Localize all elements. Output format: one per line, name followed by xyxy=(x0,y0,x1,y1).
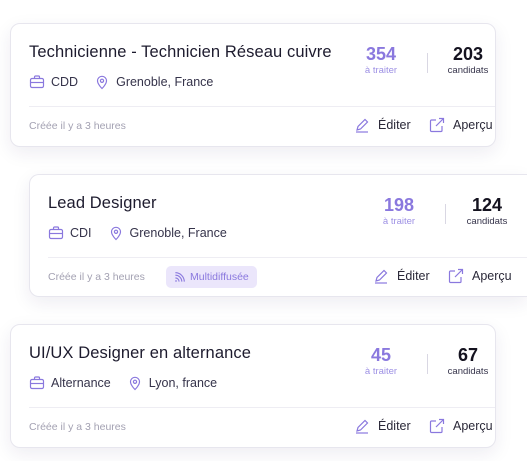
candidates-stat[interactable]: 203 candidats xyxy=(431,44,505,77)
job-card[interactable]: UI/UX Designer en alternance Alternance … xyxy=(10,324,496,448)
card-divider xyxy=(29,407,495,408)
external-link-icon xyxy=(429,117,445,133)
candidates-label: candidats xyxy=(447,366,489,377)
broadcast-icon xyxy=(174,271,185,283)
briefcase-icon xyxy=(48,225,64,241)
job-meta: CDI Grenoble, France xyxy=(48,225,227,241)
job-title[interactable]: UI/UX Designer en alternance xyxy=(29,344,251,362)
to-process-count: 45 xyxy=(370,345,392,365)
map-pin-icon xyxy=(127,375,143,391)
job-location: Grenoble, France xyxy=(116,75,214,89)
job-meta: Alternance Lyon, france xyxy=(29,375,217,391)
badge-label: Multidiffusée xyxy=(190,271,249,283)
card-divider xyxy=(48,257,527,258)
pen-icon xyxy=(354,418,370,434)
contract-type: CDI xyxy=(70,226,92,240)
briefcase-icon xyxy=(29,74,45,90)
created-time: Créée il y a 3 heures xyxy=(29,120,126,132)
to-process-label: à traiter xyxy=(364,366,398,377)
candidates-label: candidats xyxy=(447,65,489,76)
to-process-stat[interactable]: 198 à traiter xyxy=(362,195,436,228)
candidates-stat[interactable]: 124 candidats xyxy=(450,195,524,228)
edit-label: Éditer xyxy=(378,419,411,433)
edit-label: Éditer xyxy=(397,269,430,283)
stat-divider xyxy=(427,53,428,73)
preview-button[interactable]: Aperçu xyxy=(448,268,512,284)
created-time: Créée il y a 3 heures xyxy=(29,421,126,433)
multidiffusion-badge: Multidiffusée xyxy=(166,266,257,288)
preview-label: Aperçu xyxy=(453,419,493,433)
candidates-stat[interactable]: 67 candidats xyxy=(431,345,505,378)
job-card[interactable]: Technicienne - Technicien Réseau cuivre … xyxy=(10,23,496,147)
job-location: Grenoble, France xyxy=(129,226,227,240)
edit-button[interactable]: Éditer xyxy=(354,418,411,434)
candidates-count: 124 xyxy=(471,195,503,215)
to-process-label: à traiter xyxy=(382,216,416,227)
contract-type: CDD xyxy=(51,75,79,89)
stat-divider xyxy=(427,354,428,374)
preview-label: Aperçu xyxy=(472,269,512,283)
external-link-icon xyxy=(429,418,445,434)
to-process-stat[interactable]: 354 à traiter xyxy=(344,44,418,77)
map-pin-icon xyxy=(94,74,110,90)
edit-label: Éditer xyxy=(378,118,411,132)
candidates-label: candidats xyxy=(466,216,508,227)
edit-button[interactable]: Éditer xyxy=(354,117,411,133)
card-divider xyxy=(29,106,495,107)
job-meta: CDD Grenoble, France xyxy=(29,74,213,90)
map-pin-icon xyxy=(108,225,124,241)
briefcase-icon xyxy=(29,375,45,391)
preview-button[interactable]: Aperçu xyxy=(429,117,493,133)
job-card[interactable]: Lead Designer CDI Grenoble, France 198 à… xyxy=(29,174,527,297)
contract-type: Alternance xyxy=(51,376,111,390)
pen-icon xyxy=(354,117,370,133)
job-location: Lyon, france xyxy=(148,376,218,390)
job-title[interactable]: Technicienne - Technicien Réseau cuivre xyxy=(29,43,332,61)
candidates-count: 203 xyxy=(452,44,484,64)
to-process-stat[interactable]: 45 à traiter xyxy=(344,345,418,378)
to-process-count: 198 xyxy=(383,195,415,215)
pen-icon xyxy=(373,268,389,284)
preview-label: Aperçu xyxy=(453,118,493,132)
to-process-count: 354 xyxy=(365,44,397,64)
created-time: Créée il y a 3 heures xyxy=(48,271,145,283)
external-link-icon xyxy=(448,268,464,284)
candidates-count: 67 xyxy=(457,345,479,365)
preview-button[interactable]: Aperçu xyxy=(429,418,493,434)
edit-button[interactable]: Éditer xyxy=(373,268,430,284)
stat-divider xyxy=(445,204,446,224)
to-process-label: à traiter xyxy=(364,65,398,76)
job-title[interactable]: Lead Designer xyxy=(48,194,157,212)
